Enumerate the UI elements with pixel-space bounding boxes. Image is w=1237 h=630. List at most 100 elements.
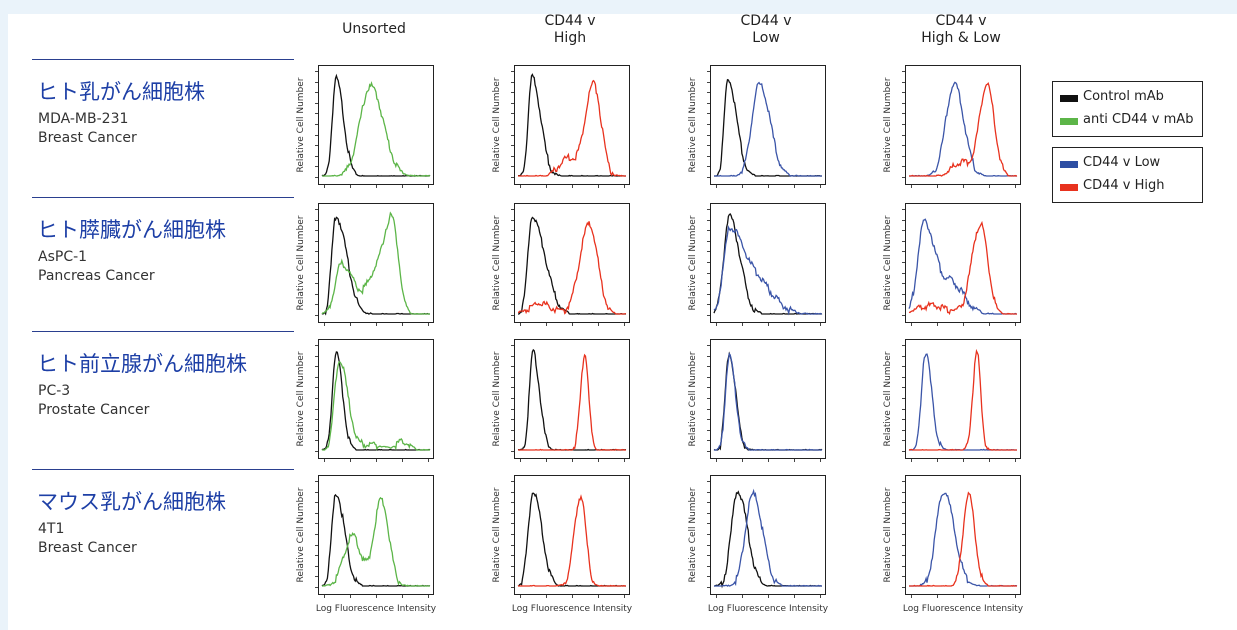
y-axis-tick: [315, 440, 318, 442]
y-axis-tick: [315, 81, 318, 83]
x-axis-tick: [742, 323, 743, 326]
x-axis-tick: [598, 459, 599, 462]
row-title: マウス乳がん細胞株: [37, 490, 226, 514]
y-axis-tick: [511, 155, 514, 157]
x-axis-tick: [768, 323, 769, 326]
control-histogram-curve: [517, 492, 626, 587]
legend-label: CD44 v High: [1083, 178, 1165, 193]
y-axis-tick: [315, 92, 318, 94]
y-axis-tick: [511, 491, 514, 493]
histogram-plot: [321, 211, 430, 316]
x-axis-tick: [572, 595, 573, 598]
x-axis-tick: [989, 323, 990, 326]
x-axis-tick: [742, 459, 743, 462]
control-histogram-curve: [321, 351, 431, 451]
high-histogram-curve: [909, 81, 1018, 177]
x-axis-label: Log Fluorescence Intensity: [902, 604, 1024, 614]
cancer-type: Pancreas Cancer: [38, 268, 155, 284]
histogram-plot: [713, 488, 822, 589]
x-axis-tick: [937, 185, 938, 188]
x-axis-tick: [911, 595, 912, 598]
y-axis-tick: [315, 408, 318, 410]
y-axis-tick: [511, 366, 514, 368]
y-axis-tick: [902, 92, 905, 94]
y-axis-tick: [707, 262, 710, 263]
column-title: CD44 v High & Low: [921, 13, 1001, 46]
y-axis-tick: [707, 293, 710, 295]
high-histogram-curve: [518, 79, 626, 177]
x-axis-label: Log Fluorescence Intensity: [511, 604, 633, 614]
histogram-panel: [905, 475, 1021, 595]
x-axis-tick: [989, 185, 990, 188]
x-axis-tick: [428, 459, 429, 462]
x-axis-tick: [911, 323, 912, 326]
y-axis-tick: [902, 113, 905, 115]
legend-swatch: [1060, 184, 1078, 191]
y-axis-tick: [511, 209, 514, 210]
y-axis-tick: [902, 134, 905, 136]
x-axis-tick: [598, 323, 599, 326]
y-axis-tick: [902, 366, 905, 368]
x-axis-tick: [402, 185, 403, 188]
y-axis-label: Relative Cell Number: [688, 215, 698, 311]
x-axis-tick: [794, 185, 795, 188]
y-axis-tick: [511, 565, 514, 567]
y-axis-tick: [902, 209, 905, 210]
x-axis-tick: [716, 595, 717, 598]
y-axis-tick: [315, 102, 318, 104]
y-axis-tick: [707, 345, 710, 346]
x-axis-tick: [820, 323, 821, 326]
y-axis-tick: [315, 166, 318, 168]
column-title: CD44 v Low: [740, 13, 792, 46]
y-axis-tick: [315, 345, 318, 346]
y-axis-tick: [902, 451, 905, 452]
y-axis-tick: [902, 376, 905, 378]
y-axis-tick: [315, 251, 318, 253]
high-histogram-curve: [909, 491, 1017, 587]
y-axis-tick: [315, 355, 318, 357]
y-axis-tick: [902, 102, 905, 104]
y-axis-tick: [902, 71, 905, 72]
histogram-plot: [518, 73, 626, 177]
y-axis-tick: [902, 544, 905, 546]
x-axis-tick: [572, 323, 573, 326]
y-axis-tick: [707, 304, 710, 306]
y-axis-tick: [315, 419, 318, 421]
y-axis-tick: [315, 145, 318, 147]
histogram-panel: [514, 203, 630, 323]
y-axis-tick: [315, 230, 318, 232]
y-axis-tick: [707, 565, 710, 567]
x-axis-tick: [324, 323, 325, 326]
y-axis-tick: [902, 219, 905, 221]
y-axis-tick: [707, 398, 710, 399]
x-axis-tick: [911, 185, 912, 188]
y-axis-tick: [707, 145, 710, 147]
y-axis-tick: [902, 272, 905, 274]
y-axis-tick: [315, 398, 318, 399]
y-axis-tick: [902, 587, 905, 588]
y-axis-tick: [315, 555, 318, 557]
y-axis-tick: [315, 587, 318, 588]
cancer-type: Breast Cancer: [38, 130, 137, 146]
x-axis-tick: [1015, 185, 1016, 188]
y-axis-tick: [902, 315, 905, 316]
y-axis-tick: [902, 293, 905, 295]
legend-swatch: [1060, 95, 1078, 102]
y-axis-tick: [511, 534, 514, 535]
histogram-plot: [909, 491, 1018, 587]
x-axis-tick: [963, 185, 964, 188]
histogram-panel: [318, 339, 434, 459]
y-axis-tick: [707, 512, 710, 514]
x-axis-tick: [324, 185, 325, 188]
y-axis-label: Relative Cell Number: [296, 351, 306, 447]
y-axis-tick: [707, 419, 710, 421]
histogram-panel: [905, 203, 1021, 323]
legend-swatch: [1060, 161, 1078, 168]
y-axis-tick: [707, 366, 710, 368]
x-axis-tick: [742, 185, 743, 188]
x-axis-tick: [324, 595, 325, 598]
y-axis-tick: [902, 145, 905, 147]
x-axis-tick: [794, 459, 795, 462]
y-axis-tick: [315, 429, 318, 431]
y-axis-tick: [315, 512, 318, 514]
